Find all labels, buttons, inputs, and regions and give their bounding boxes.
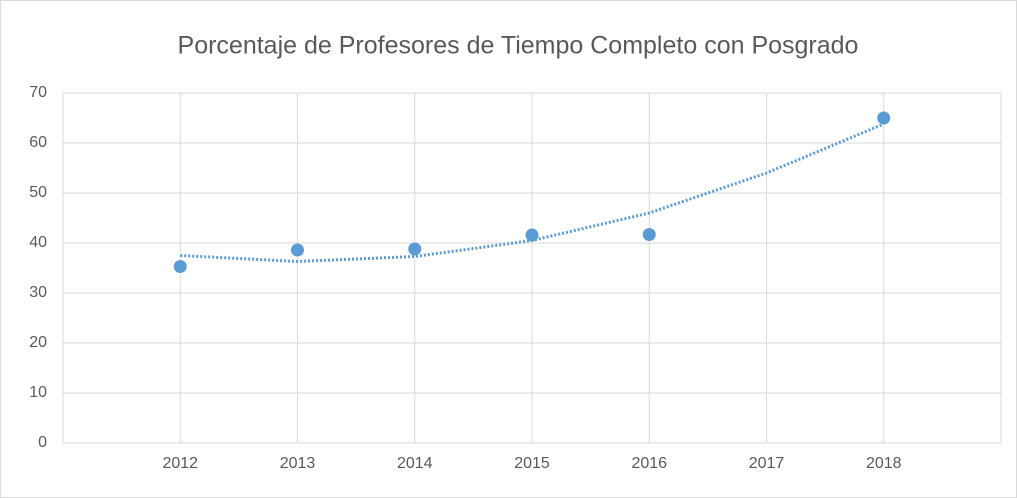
y-tick-label: 20 — [29, 334, 47, 351]
x-tick-label: 2015 — [514, 455, 550, 472]
x-tick-label: 2016 — [631, 455, 667, 472]
x-tick-label: 2012 — [162, 455, 198, 472]
data-point — [173, 260, 187, 273]
x-tick-label: 2018 — [866, 455, 902, 472]
data-point — [408, 242, 422, 256]
y-tick-label: 10 — [29, 384, 47, 401]
data-point — [877, 111, 891, 125]
data-point — [525, 228, 539, 242]
data-point — [291, 243, 304, 257]
chart-title: Porcentaje de Profesores de Tiempo Compl… — [178, 32, 859, 60]
x-tick-label: 2014 — [397, 455, 433, 472]
y-tick-label: 60 — [29, 134, 47, 151]
x-tick-label: 2013 — [280, 455, 316, 472]
y-tick-label: 50 — [29, 184, 47, 201]
y-tick-label: 0 — [38, 434, 47, 451]
x-tick-label: 2017 — [749, 455, 785, 472]
y-tick-label: 40 — [29, 234, 47, 251]
y-tick-label: 70 — [29, 84, 47, 101]
y-tick-label: 30 — [29, 284, 47, 301]
data-point — [642, 228, 656, 241]
